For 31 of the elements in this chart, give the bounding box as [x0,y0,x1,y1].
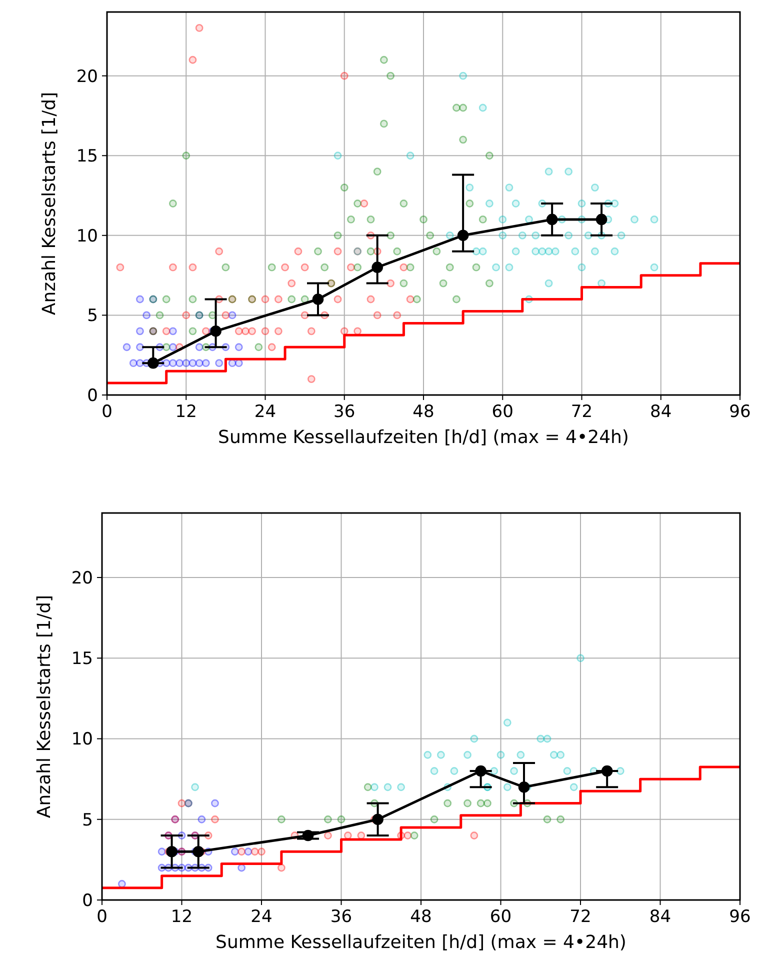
y-tick-label: 20 [71,568,93,588]
x-tick-label: 60 [492,402,514,422]
y-tick-label: 10 [76,226,98,246]
x-tick-label: 24 [250,907,272,927]
x-tick-label: 24 [254,402,276,422]
y-tick-label: 15 [71,649,93,670]
y-axis-title: Anzahl Kesselstarts [1/d] [39,92,60,316]
x-tick-label: 84 [650,402,672,422]
y-tick-label: 0 [82,890,93,911]
x-tick-label: 60 [490,907,512,927]
x-tick-label: 0 [102,402,112,422]
x-tick-label: 72 [570,402,593,422]
y-tick-label: 10 [71,730,93,750]
x-axis-title: Summe Kessellaufzeiten [h/d] (max = 4•24h) [216,932,626,953]
x-tick-label: 48 [410,907,432,927]
y-tick-label: 0 [87,386,98,406]
x-tick-label: 84 [649,907,672,927]
x-tick-label: 48 [412,402,434,422]
x-tick-label: 12 [175,402,197,422]
x-tick-label: 12 [170,907,193,927]
x-tick-label: 36 [334,402,356,422]
y-tick-label: 20 [76,66,98,87]
x-tick-label: 36 [330,907,352,927]
y-tick-label: 5 [82,810,93,830]
y-axis-title: Anzahl Kesselstarts [1/d] [34,594,55,818]
x-tick-label: 96 [729,907,751,927]
y-tick-label: 15 [76,146,98,167]
x-axis-title: Summe Kessellaufzeiten [h/d] (max = 4•24h) [218,427,629,448]
y-tick-label: 5 [87,306,98,326]
x-tick-label: 72 [570,907,592,927]
x-tick-label: 96 [729,402,751,422]
